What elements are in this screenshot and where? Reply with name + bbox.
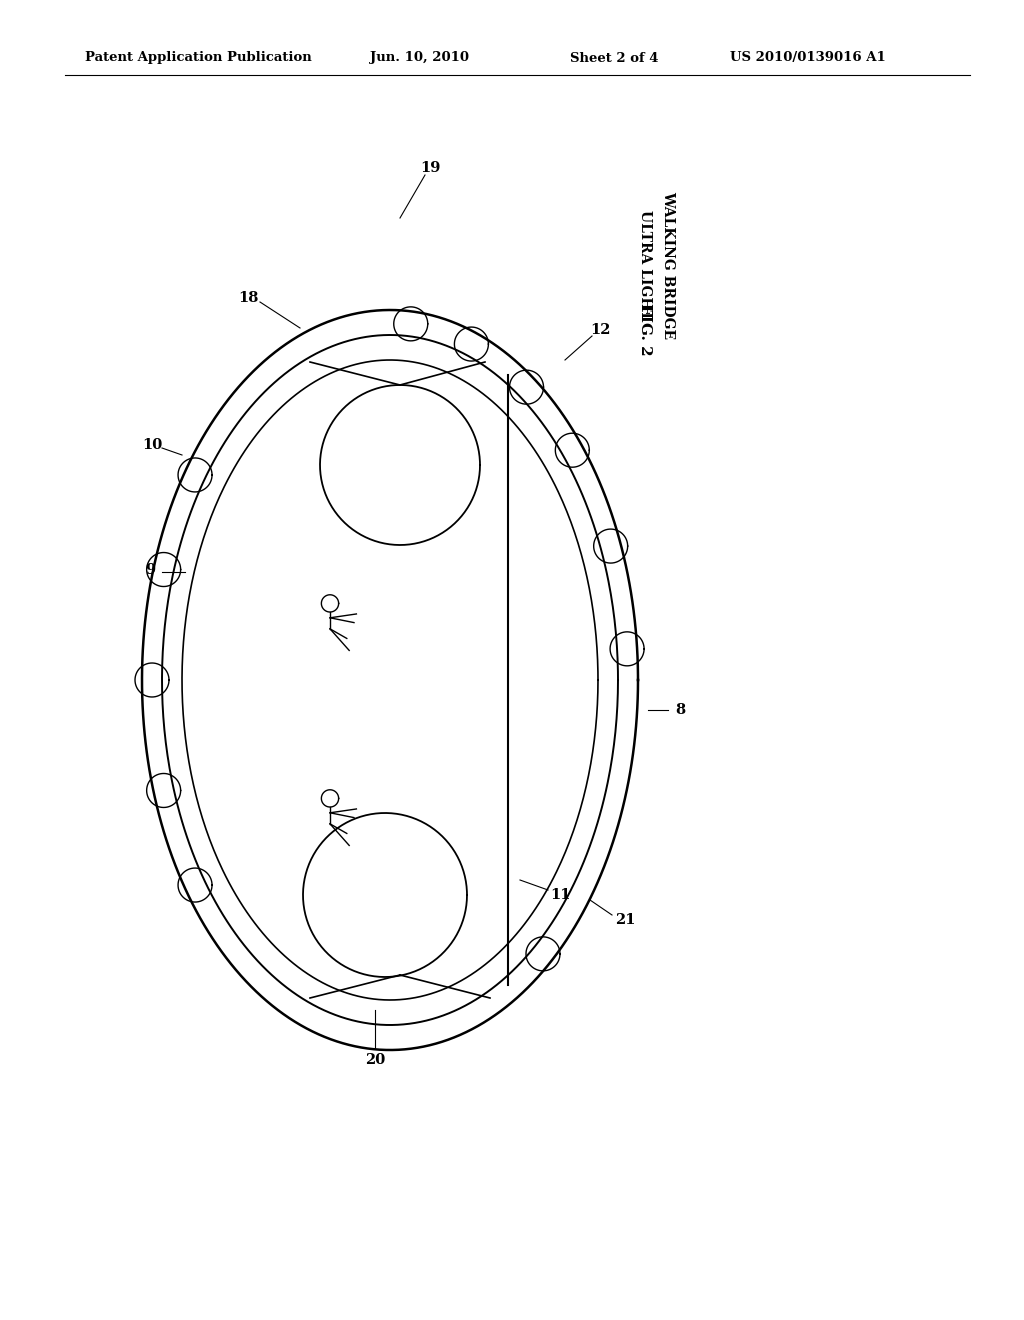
Text: 11: 11 — [550, 888, 570, 902]
Text: 18: 18 — [238, 290, 258, 305]
Text: Sheet 2 of 4: Sheet 2 of 4 — [570, 51, 658, 65]
Text: ULTRA LIGHT: ULTRA LIGHT — [638, 210, 652, 319]
Text: 12: 12 — [590, 323, 610, 337]
Text: FIG. 2: FIG. 2 — [638, 304, 652, 356]
Text: 9: 9 — [145, 564, 155, 577]
Text: US 2010/0139016 A1: US 2010/0139016 A1 — [730, 51, 886, 65]
Text: Patent Application Publication: Patent Application Publication — [85, 51, 311, 65]
Text: 19: 19 — [420, 161, 440, 176]
Text: Jun. 10, 2010: Jun. 10, 2010 — [370, 51, 469, 65]
Text: 20: 20 — [365, 1053, 385, 1067]
Text: 10: 10 — [142, 438, 162, 451]
Text: WALKING BRIDGE: WALKING BRIDGE — [662, 191, 675, 339]
Text: 8: 8 — [675, 704, 685, 717]
Text: 21: 21 — [614, 913, 635, 927]
